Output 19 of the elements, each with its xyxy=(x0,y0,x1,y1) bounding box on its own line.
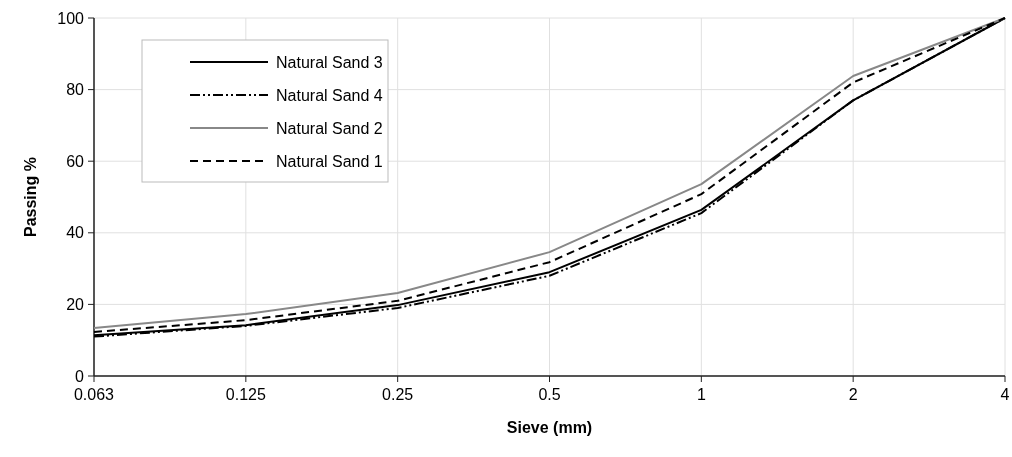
legend-label: Natural Sand 4 xyxy=(276,86,383,104)
legend-label: Natural Sand 1 xyxy=(276,152,383,170)
y-tick-label: 40 xyxy=(66,224,85,242)
x-axis-title: Sieve (mm) xyxy=(506,419,593,436)
legend-label: Natural Sand 2 xyxy=(276,119,383,137)
y-tick-label: 0 xyxy=(75,367,85,385)
legend-label: Natural Sand 3 xyxy=(276,53,383,71)
y-tick-label: 80 xyxy=(66,81,85,99)
y-tick-label: 100 xyxy=(57,9,85,27)
x-tick-label: 0.25 xyxy=(382,386,414,403)
x-tick-label: 0.5 xyxy=(538,386,561,403)
x-tick-label: 1 xyxy=(696,386,706,403)
x-tick-label: 0.063 xyxy=(73,386,115,403)
y-tick-label: 20 xyxy=(66,296,85,313)
x-tick-label: 2 xyxy=(848,386,858,403)
y-tick-label: 60 xyxy=(66,152,85,170)
x-tick-label: 0.125 xyxy=(225,386,266,403)
x-tick-label: 4 xyxy=(1000,386,1010,403)
y-axis-title: Passing % xyxy=(22,156,39,238)
